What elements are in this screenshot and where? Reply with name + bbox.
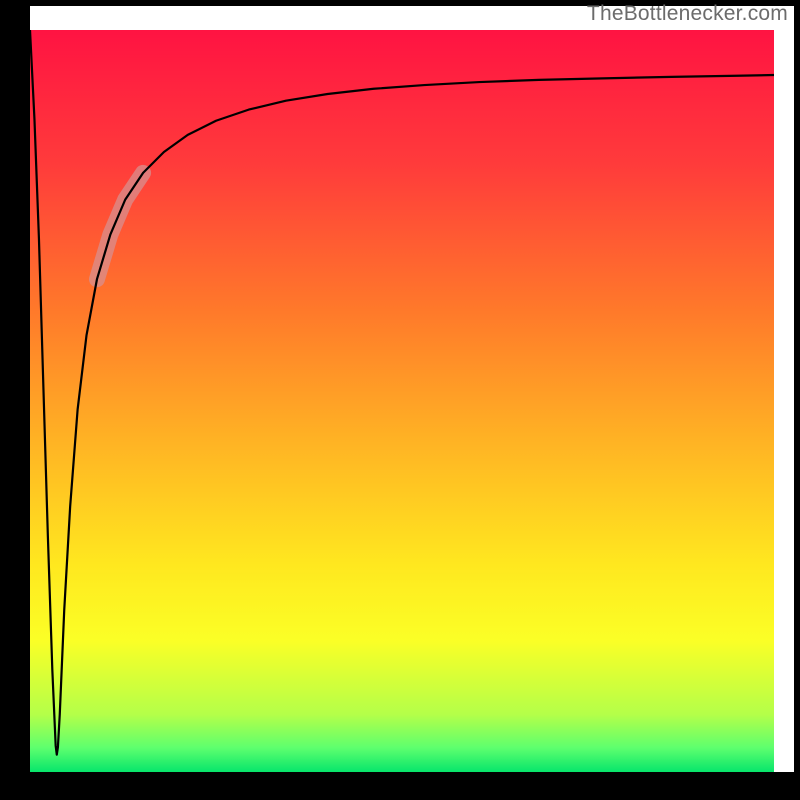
- frame-bottom: [0, 772, 800, 800]
- bottleneck-chart: TheBottlenecker.com: [0, 0, 800, 800]
- frame-left: [0, 0, 30, 800]
- frame-right: [794, 0, 800, 800]
- watermark-text: TheBottlenecker.com: [587, 2, 788, 26]
- plot-background: [30, 30, 774, 774]
- chart-svg: [0, 0, 800, 800]
